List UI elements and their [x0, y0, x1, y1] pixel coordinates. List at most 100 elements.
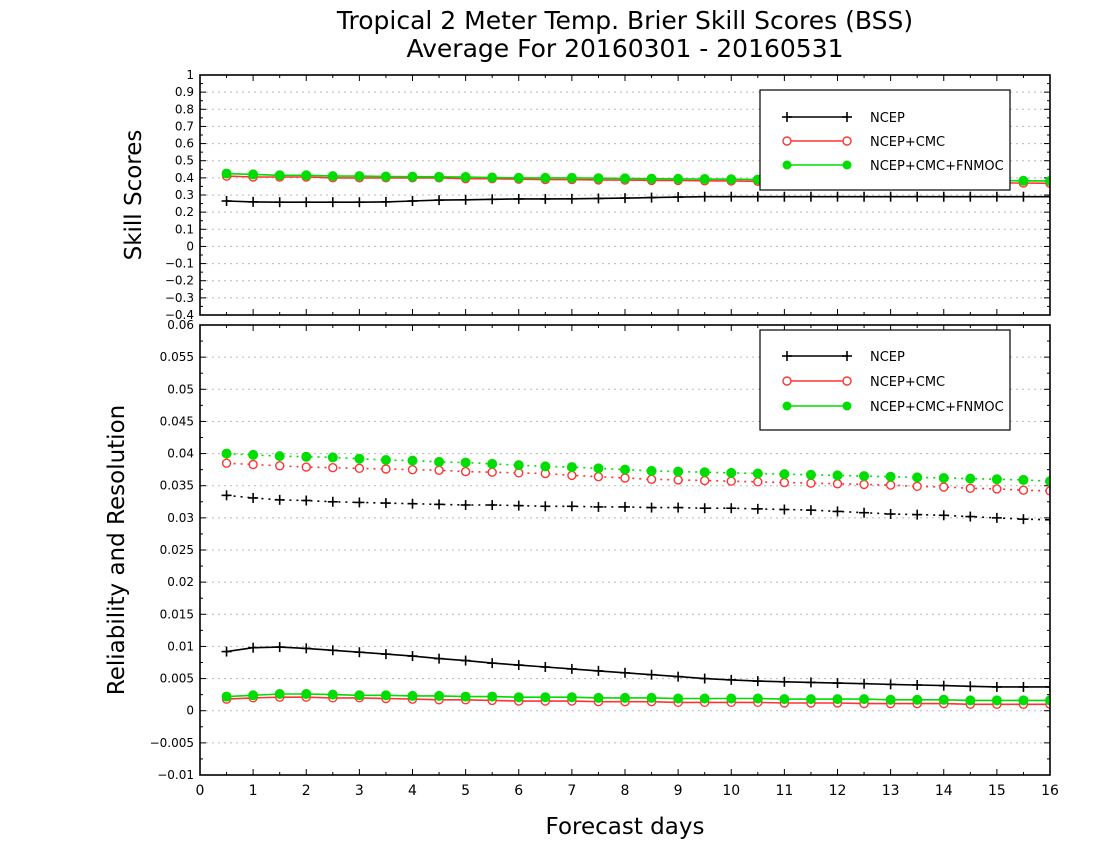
marker-ncep-cmc-resolution: [859, 479, 869, 490]
marker-ncep: [726, 191, 737, 202]
y-tick-label: 0.3: [175, 188, 194, 202]
marker-ncep-resolution: [566, 501, 577, 512]
marker-ncep-cmc-fnmoc-resolution: [779, 469, 790, 480]
marker-ncep-cmc-fnmoc-resolution: [620, 464, 630, 475]
marker-ncep-cmc-resolution: [699, 475, 710, 486]
marker-ncep-cmc-resolution: [885, 480, 896, 490]
x-tick-label: 10: [722, 783, 740, 799]
y-tick-label: 0.4: [175, 171, 194, 185]
marker-ncep: [274, 197, 285, 208]
marker-ncep-cmc-fnmoc-resolution: [673, 466, 684, 477]
y-tick-label: 0.055: [160, 350, 194, 364]
x-tick-label: 4: [408, 783, 417, 799]
marker-ncep-resolution: [407, 498, 418, 509]
marker-ncep-cmc-resolution: [407, 464, 418, 475]
marker-ncep-cmc-resolution: [912, 481, 922, 492]
marker-ncep-cmc-resolution: [832, 479, 843, 489]
marker-ncep: [673, 192, 684, 203]
marker-ncep-cmc-fnmoc-resolution: [991, 474, 1002, 485]
chart-title-line2: Average For 20160301 - 20160531: [406, 34, 843, 63]
marker-ncep-reliability: [965, 681, 976, 692]
marker-ncep: [487, 194, 498, 205]
marker-ncep-cmc-fnmoc-reliability: [699, 693, 710, 704]
marker-ncep-cmc-fnmoc: [354, 171, 365, 182]
marker-ncep-cmc-resolution: [806, 478, 816, 488]
marker-ncep: [221, 196, 232, 206]
y-tick-label: −0.3: [165, 291, 194, 305]
marker-ncep-reliability: [832, 678, 843, 689]
marker-ncep: [805, 191, 816, 202]
marker-ncep-resolution: [805, 505, 816, 516]
marker-ncep-cmc-fnmoc-reliability: [673, 693, 684, 704]
marker-ncep-cmc-fnmoc-resolution: [593, 463, 604, 474]
marker-ncep-cmc-resolution: [460, 466, 471, 477]
y-tick-label: 0.05: [167, 382, 194, 396]
marker-ncep-cmc-fnmoc: [274, 170, 285, 181]
marker-ncep-reliability: [380, 649, 391, 660]
marker-ncep-cmc-resolution: [593, 472, 604, 482]
marker-ncep-cmc-fnmoc: [434, 171, 445, 182]
y-tick-label: 0.1: [175, 222, 194, 236]
marker-ncep-resolution: [380, 498, 391, 509]
marker-ncep: [327, 197, 338, 208]
marker-ncep-cmc-fnmoc-resolution: [434, 456, 445, 467]
y-tick-label: 0.005: [160, 672, 194, 686]
legend-label-ncep-cmc: NCEP+CMC: [870, 135, 945, 150]
marker-ncep-resolution: [752, 503, 763, 514]
marker-ncep-cmc-fnmoc: [301, 170, 312, 181]
series-line-ncep: [226, 195, 1050, 203]
marker-ncep-reliability: [646, 669, 657, 680]
series-line-ncep-resolution: [226, 494, 1050, 521]
marker-ncep: [301, 197, 312, 208]
legend: NCEP NCEP+CMC NCEP+CMC+FNMOC: [759, 329, 1011, 431]
x-tick-label: 2: [302, 783, 311, 799]
x-tick-label: 7: [567, 783, 576, 799]
marker-ncep-cmc-fnmoc-reliability: [859, 694, 870, 705]
marker-ncep-resolution: [646, 502, 657, 513]
legend-label-ncep-cmc-fnmoc: NCEP+CMC+FNMOC: [870, 400, 1004, 415]
marker-ncep-reliability: [248, 642, 259, 653]
marker-ncep: [620, 193, 630, 204]
y-tick-label: 0.06: [167, 318, 194, 332]
x-tick-label: 9: [674, 783, 683, 799]
marker-ncep-reliability: [487, 658, 498, 669]
plot-frame: [199, 324, 1051, 776]
marker-ncep-cmc-fnmoc-resolution: [513, 460, 524, 471]
marker-ncep-reliability: [752, 676, 763, 687]
marker-ncep-cmc-fnmoc: [593, 173, 604, 184]
marker-ncep: [540, 193, 551, 204]
marker-ncep: [380, 196, 391, 207]
marker-ncep-cmc-fnmoc-reliability: [832, 694, 843, 705]
marker-ncep-reliability: [991, 681, 1002, 692]
y-tick-label: 0.8: [175, 102, 194, 116]
marker-ncep: [859, 191, 870, 202]
marker-ncep-cmc-fnmoc-reliability: [593, 692, 604, 703]
marker-ncep: [513, 193, 524, 204]
marker-ncep-resolution: [1018, 514, 1029, 525]
y-tick-label: 0.2: [175, 205, 194, 219]
marker-ncep-reliability: [859, 678, 870, 689]
marker-ncep-cmc-fnmoc: [1045, 175, 1050, 186]
x-tick-label: 3: [355, 783, 364, 799]
marker-ncep-cmc-fnmoc-resolution: [221, 448, 232, 459]
marker-ncep-cmc-fnmoc-resolution: [646, 465, 657, 476]
marker-ncep-cmc-fnmoc-reliability: [566, 692, 577, 703]
y-tick-label: 1: [186, 68, 194, 82]
marker-ncep-cmc-resolution: [487, 467, 497, 477]
marker-ncep-resolution: [301, 495, 312, 506]
marker-ncep: [407, 196, 418, 206]
marker-ncep-reliability: [620, 667, 630, 678]
reliability-resolution-panel: −0.01 −0.005 0 0.005 0.01 0.015 0.02 0.025 0.03 0…: [104, 318, 1059, 799]
y-tick-label: −0.2: [165, 274, 194, 288]
marker-ncep-cmc-fnmoc-resolution: [965, 473, 976, 484]
marker-ncep-cmc-resolution: [1045, 486, 1050, 496]
y-tick-label: −0.1: [165, 257, 194, 271]
marker-ncep: [885, 191, 896, 202]
marker-ncep: [1018, 191, 1029, 202]
marker-ncep-resolution: [620, 501, 630, 512]
marker-ncep-cmc-fnmoc-resolution: [938, 473, 949, 483]
marker-ncep-cmc-fnmoc-resolution: [752, 468, 763, 479]
marker-ncep-cmc-fnmoc-resolution: [832, 470, 843, 481]
marker-ncep-resolution: [460, 500, 471, 510]
marker-ncep-resolution: [434, 499, 445, 510]
